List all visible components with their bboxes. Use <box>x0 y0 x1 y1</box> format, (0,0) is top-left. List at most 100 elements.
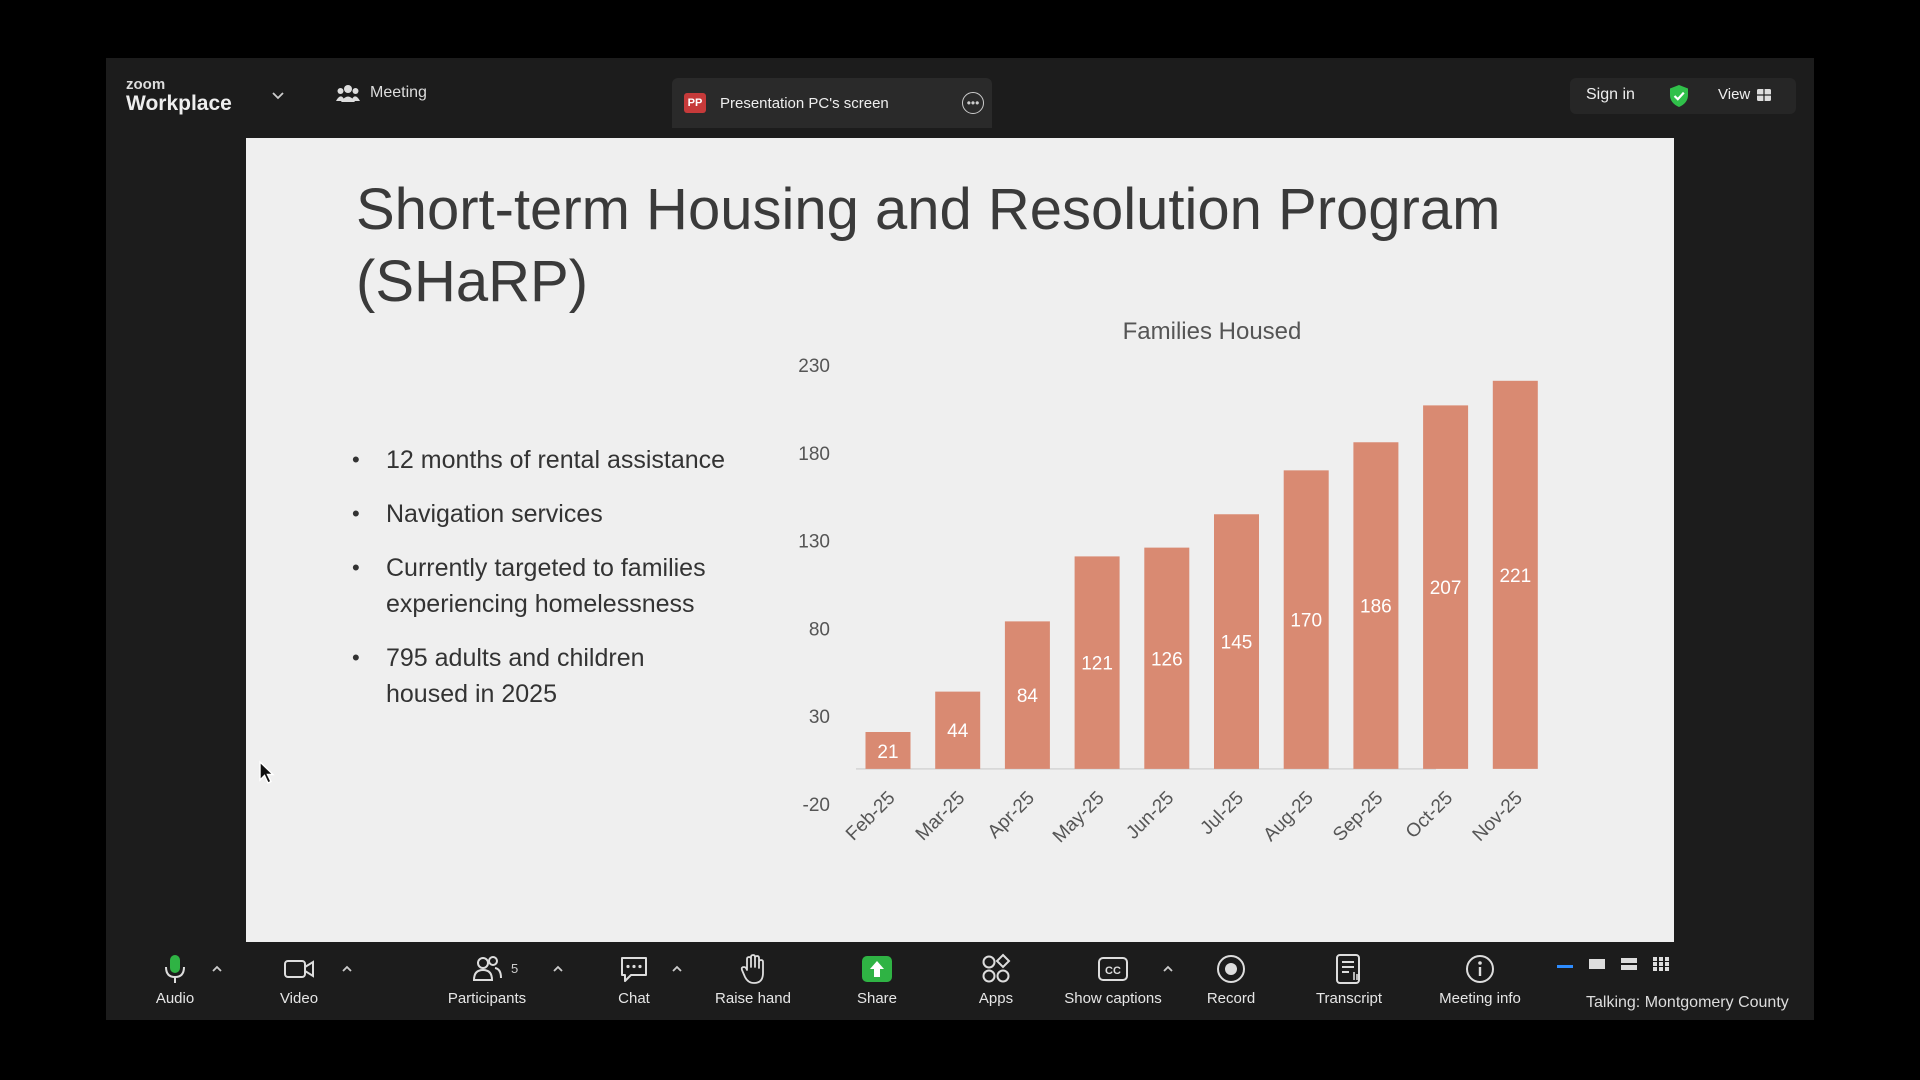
data-label: 121 <box>1081 654 1113 675</box>
data-label: 21 <box>877 742 898 763</box>
bullet-text: Navigation services <box>386 500 603 528</box>
gallery-layout-icon[interactable] <box>1652 956 1670 972</box>
single-view-layout-icon[interactable] <box>1588 957 1606 971</box>
y-tick-label: -20 <box>803 795 830 816</box>
data-label: 170 <box>1290 611 1322 632</box>
audio-label: Audio <box>155 990 195 1007</box>
microphone-icon <box>165 955 185 983</box>
stacked-layout-icon[interactable] <box>1620 957 1638 971</box>
grid-view-icon <box>1757 88 1772 101</box>
zoom-workplace-logo[interactable]: zoom Workplace <box>126 76 232 116</box>
bullet-text: 795 adults and children housed in 2025 <box>386 644 645 708</box>
data-label: 221 <box>1499 566 1531 587</box>
svg-text:CC: CC <box>1105 965 1121 977</box>
participants-group-icon <box>336 85 360 102</box>
participants-icon <box>472 956 502 981</box>
raise-hand-icon <box>740 954 764 984</box>
share-label: Share <box>856 990 898 1007</box>
chat-bubble-icon <box>621 957 647 982</box>
info-icon <box>1466 955 1494 983</box>
participants-button[interactable]: Participants <box>437 948 537 1014</box>
view-label: View <box>1718 86 1751 103</box>
x-tick-label: Aug-25 <box>1260 788 1318 846</box>
bullet-list: • 12 months of rental assistance • Navigat… <box>352 442 732 730</box>
families-housed-chart: 230 180 130 80 30 -20 21 Feb-25 44 Mar-25 84 Apr-25… <box>798 356 1538 847</box>
y-tick-label: 80 <box>809 619 830 640</box>
bullet-item: • 795 adults and children housed in 2025 <box>352 640 732 712</box>
captions-options-caret-icon[interactable] <box>1161 962 1175 976</box>
minimize-layout-icon[interactable] <box>1556 957 1574 971</box>
data-label: 84 <box>1017 686 1039 707</box>
x-tick-label: Mar-25 <box>912 788 969 845</box>
bullet-dot: • <box>352 501 360 526</box>
apps-label: Apps <box>978 990 1014 1007</box>
audio-button[interactable]: Audio <box>125 948 225 1014</box>
brand-small-text: zoom <box>126 76 166 93</box>
video-camera-icon <box>284 960 314 978</box>
y-tick-label: 230 <box>798 356 830 377</box>
data-label: 44 <box>947 721 969 742</box>
show-captions-label: Show captions <box>1064 990 1162 1007</box>
bullet-text: 12 months of rental assistance <box>386 446 726 474</box>
talking-indicator: Talking: Montgomery County <box>1586 994 1789 1011</box>
x-tick-label: Jul-25 <box>1197 788 1248 839</box>
chat-label: Chat <box>618 990 650 1007</box>
bar <box>1423 405 1469 769</box>
meeting-toolbar: Audio Video Participants 5 <box>106 942 1814 1020</box>
sign-in-button[interactable]: Sign in <box>1586 86 1635 103</box>
chat-button[interactable]: Chat <box>584 948 684 1014</box>
bullet-dot: • <box>352 447 360 472</box>
shared-slide: Short-term Housing and Resolution Progra… <box>246 138 1674 942</box>
meeting-info-button[interactable]: Meeting info <box>1430 948 1530 1014</box>
transcript-label: Transcript <box>1315 990 1383 1007</box>
raise-hand-button[interactable]: Raise hand <box>703 948 803 1014</box>
bar <box>1214 514 1259 769</box>
x-tick-label: Sep-25 <box>1329 788 1387 846</box>
bar <box>1283 470 1329 769</box>
share-screen-icon <box>862 956 892 982</box>
bar <box>865 732 911 769</box>
record-label: Record <box>1206 990 1256 1007</box>
raise-hand-label: Raise hand <box>715 990 791 1007</box>
video-button[interactable]: Video <box>249 948 349 1014</box>
top-bar: zoom Workplace Meeting PP Presentation P… <box>106 58 1814 128</box>
bullet-dot: • <box>352 555 360 580</box>
apps-icon <box>982 953 1011 983</box>
bar <box>935 691 981 769</box>
more-options-icon[interactable]: ••• <box>962 92 984 114</box>
bar <box>1144 547 1190 769</box>
x-tick-label: Nov-25 <box>1469 788 1527 846</box>
data-label: 207 <box>1430 578 1462 599</box>
x-tick-label: Feb-25 <box>842 788 899 845</box>
video-options-caret-icon[interactable] <box>340 962 354 976</box>
participants-options-caret-icon[interactable] <box>551 962 565 976</box>
participants-label: Participants <box>447 990 527 1007</box>
chevron-down-icon[interactable] <box>270 88 286 104</box>
share-button[interactable]: Share <box>827 948 927 1014</box>
shared-screen-tab[interactable]: PP Presentation PC's screen ••• <box>672 78 992 128</box>
bullet-item: • Navigation services <box>352 496 732 532</box>
x-tick-label: Apr-25 <box>984 788 1039 843</box>
meeting-tab[interactable]: Meeting <box>336 80 427 106</box>
chat-options-caret-icon[interactable] <box>670 962 684 976</box>
closed-captions-icon: CC <box>1098 957 1128 981</box>
security-shield-icon[interactable] <box>1668 84 1690 108</box>
bar <box>1004 621 1050 769</box>
bullet-text: Currently targeted to families experienc… <box>386 554 706 618</box>
apps-button[interactable]: Apps <box>946 948 1046 1014</box>
audio-options-caret-icon[interactable] <box>210 962 224 976</box>
show-captions-button[interactable]: CC Show captions <box>1063 948 1163 1014</box>
y-tick-label: 130 <box>798 532 830 553</box>
bullet-item: • Currently targeted to families experien… <box>352 550 732 622</box>
record-button[interactable]: Record <box>1181 948 1281 1014</box>
bullet-item: • 12 months of rental assistance <box>352 442 732 478</box>
layout-switcher <box>1556 956 1670 972</box>
bullet-dot: • <box>352 645 360 670</box>
slide-title: Short-term Housing and Resolution Progra… <box>356 177 1501 314</box>
transcript-button[interactable]: Transcript <box>1299 948 1399 1014</box>
bar <box>1492 380 1538 769</box>
view-button[interactable]: View <box>1718 86 1772 103</box>
brand-big-text: Workplace <box>126 92 232 115</box>
zoom-window: zoom Workplace Meeting PP Presentation P… <box>106 58 1814 1020</box>
mouse-cursor-icon <box>259 760 275 784</box>
